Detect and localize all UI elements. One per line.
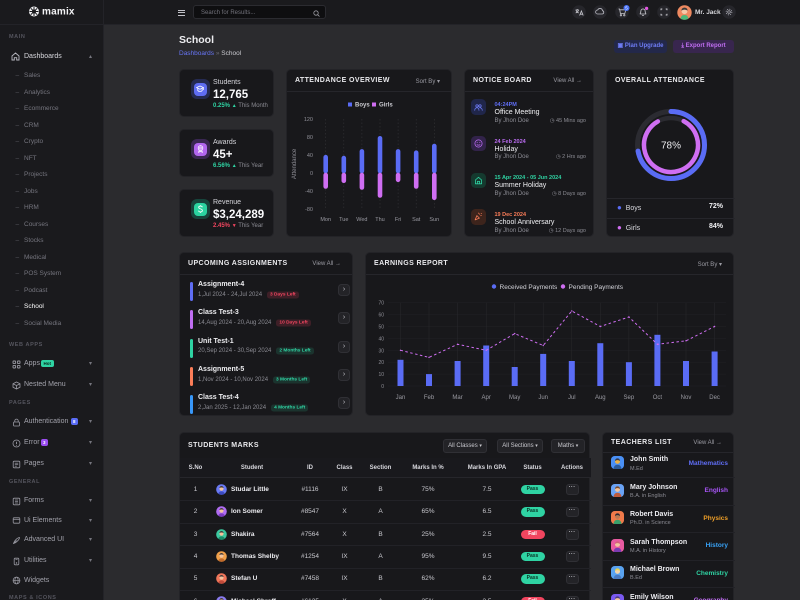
- svg-text:Jun: Jun: [538, 395, 548, 401]
- svg-text:5: 5: [625, 6, 628, 11]
- svg-text:-80: -80: [305, 207, 313, 213]
- svg-text:Dec: Dec: [709, 395, 720, 401]
- svg-text:Nov: Nov: [681, 395, 692, 401]
- svg-text:80: 80: [307, 135, 313, 141]
- svg-text:60: 60: [378, 313, 384, 319]
- svg-text:70: 70: [378, 301, 384, 307]
- svg-text:20: 20: [378, 360, 384, 366]
- svg-text:Received Payments: Received Payments: [500, 284, 559, 291]
- svg-text:Attendance: Attendance: [292, 148, 298, 179]
- svg-text:May: May: [509, 395, 520, 401]
- svg-text:Thu: Thu: [375, 217, 384, 223]
- svg-text:120: 120: [304, 117, 313, 123]
- svg-text:Wed: Wed: [356, 217, 367, 223]
- svg-text:Sun: Sun: [429, 217, 439, 223]
- svg-text:10: 10: [378, 372, 384, 378]
- svg-text:mamix: mamix: [42, 7, 75, 18]
- svg-text:Mar: Mar: [452, 395, 462, 401]
- svg-text:Girls: Girls: [379, 103, 393, 109]
- svg-text:0: 0: [310, 171, 313, 177]
- svg-text:Sat: Sat: [412, 217, 421, 223]
- svg-text:40: 40: [307, 153, 313, 159]
- svg-text:Fri: Fri: [395, 217, 401, 223]
- svg-text:Sep: Sep: [624, 395, 635, 401]
- svg-text:Aug: Aug: [595, 395, 606, 401]
- svg-text:Tue: Tue: [339, 217, 348, 223]
- svg-text:Mon: Mon: [320, 217, 331, 223]
- svg-text:0: 0: [381, 384, 384, 390]
- svg-text:Boys: Boys: [355, 103, 370, 109]
- svg-text:Feb: Feb: [424, 395, 435, 401]
- svg-text:Jan: Jan: [396, 395, 406, 401]
- svg-text:-40: -40: [305, 189, 313, 195]
- svg-text:40: 40: [378, 336, 384, 342]
- svg-text:Oct: Oct: [653, 395, 663, 401]
- svg-text:78%: 78%: [661, 141, 681, 152]
- svg-text:Pending Payments: Pending Payments: [569, 284, 624, 291]
- svg-text:Jul: Jul: [568, 395, 576, 401]
- svg-text:Apr: Apr: [482, 395, 491, 401]
- svg-text:50: 50: [378, 325, 384, 331]
- svg-text:30: 30: [378, 348, 384, 354]
